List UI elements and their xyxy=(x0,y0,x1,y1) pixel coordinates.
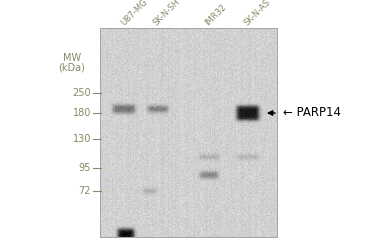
Text: (kDa): (kDa) xyxy=(59,63,85,73)
Text: 250: 250 xyxy=(72,88,91,98)
Text: MW: MW xyxy=(63,53,81,63)
Text: U87-MG: U87-MG xyxy=(120,0,150,27)
Text: SK-N-AS: SK-N-AS xyxy=(243,0,273,27)
Text: IMR32: IMR32 xyxy=(204,2,229,27)
Text: 130: 130 xyxy=(73,134,91,144)
Text: ← PARP14: ← PARP14 xyxy=(283,106,341,120)
Text: 180: 180 xyxy=(73,108,91,118)
Text: 72: 72 xyxy=(79,186,91,196)
Text: 95: 95 xyxy=(79,163,91,173)
Text: SK-N-SH: SK-N-SH xyxy=(152,0,182,27)
